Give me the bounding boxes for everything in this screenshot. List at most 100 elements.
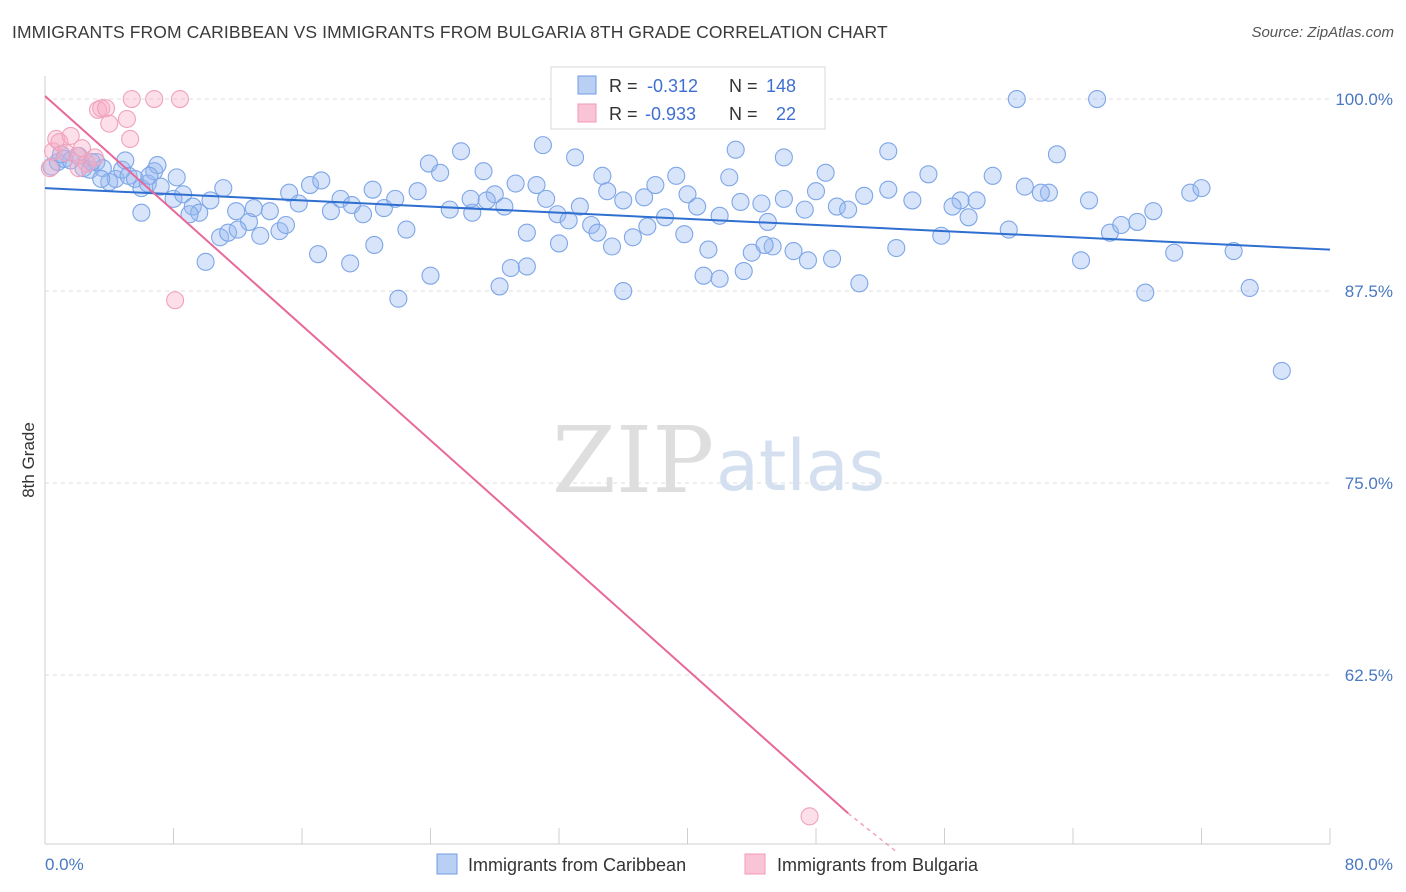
y-tick-label: 100.0% <box>1335 90 1393 109</box>
caribbean-point <box>341 254 360 273</box>
legend-n-value: 148 <box>766 76 796 96</box>
caribbean-point <box>967 191 986 210</box>
caribbean-point <box>1015 177 1034 196</box>
x-ticks <box>44 828 1331 844</box>
caribbean-point <box>1181 183 1200 202</box>
caribbean-point <box>678 185 697 204</box>
bulgaria-point <box>40 159 59 178</box>
caribbean-point <box>244 199 263 218</box>
caribbean-point <box>300 176 320 195</box>
bulgaria-point <box>92 99 111 118</box>
caribbean-point <box>451 142 471 161</box>
caribbean-point <box>506 174 525 193</box>
legend-row-caribbean: R = -0.312 N = 148 <box>577 75 796 96</box>
caribbean-point <box>495 197 514 216</box>
legend-r-value: -0.312 <box>647 76 698 96</box>
caribbean-point <box>816 163 835 182</box>
caribbean-point <box>490 277 509 296</box>
series-caribbean-points <box>42 89 1291 380</box>
caribbean-point <box>806 182 826 201</box>
caribbean-point <box>397 220 416 239</box>
caribbean-point <box>943 197 962 216</box>
caribbean-point <box>784 242 803 261</box>
caribbean-point <box>720 168 739 187</box>
caribbean-point <box>879 180 898 199</box>
caribbean-point <box>517 223 536 242</box>
x-tick-label-max: 80.0% <box>1345 855 1393 874</box>
caribbean-point <box>855 186 874 205</box>
caribbean-point <box>549 234 569 253</box>
caribbean-point <box>1088 89 1107 109</box>
caribbean-point <box>92 169 111 188</box>
caribbean-point <box>839 200 858 219</box>
bulgaria-point <box>96 99 116 118</box>
caribbean-point <box>675 225 694 244</box>
bulgaria-point <box>121 129 140 149</box>
caribbean-point <box>201 191 220 210</box>
bulgaria-point <box>170 89 189 109</box>
legend-swatch-blue <box>577 75 597 95</box>
bulgaria-point <box>69 159 88 178</box>
caribbean-point <box>795 200 814 219</box>
caribbean-point <box>228 220 247 239</box>
caribbean-point <box>389 289 408 308</box>
bulgaria-point <box>145 89 164 109</box>
caribbean-point <box>959 208 978 227</box>
legend-n-label: N = <box>729 76 758 96</box>
bulgaria-trend-line <box>44 95 849 815</box>
caribbean-point <box>1031 183 1050 202</box>
caribbean-point <box>614 191 633 210</box>
legend-box <box>550 66 826 130</box>
caribbean-point <box>1136 283 1155 302</box>
caribbean-point <box>999 220 1018 239</box>
caribbean-point <box>260 202 279 221</box>
caribbean-point <box>440 200 459 219</box>
caribbean-point <box>501 258 520 278</box>
caribbean-point <box>527 176 546 195</box>
caribbean-point <box>827 197 846 216</box>
bulgaria-point <box>85 148 104 167</box>
caribbean-point <box>1112 215 1131 235</box>
caribbean-point <box>190 203 209 222</box>
caribbean-trend-line <box>44 187 1331 251</box>
caribbean-point <box>602 237 622 256</box>
watermark: ZIP atlas <box>552 407 885 514</box>
caribbean-point <box>1144 202 1163 221</box>
caribbean-point <box>461 189 480 208</box>
legend-swatch-bulgaria <box>744 853 766 875</box>
caribbean-point <box>919 165 938 184</box>
legend-n-label: N = <box>729 104 758 124</box>
caribbean-point <box>227 202 246 221</box>
caribbean-point <box>850 274 869 293</box>
legend-row-bulgaria: R = -0.933 N = 22 <box>577 103 796 124</box>
legend-r-label: R = <box>609 104 638 124</box>
caribbean-point <box>823 249 842 268</box>
caribbean-point <box>635 188 654 207</box>
caribbean-point <box>983 166 1002 185</box>
caribbean-point <box>132 203 151 222</box>
caribbean-point <box>710 206 729 225</box>
caribbean-point <box>688 197 707 216</box>
caribbean-point <box>598 182 617 201</box>
caribbean-point <box>180 205 199 224</box>
caribbean-point <box>251 226 270 245</box>
caribbean-point <box>752 194 771 213</box>
caribbean-point <box>477 191 496 210</box>
caribbean-point <box>623 228 642 247</box>
caribbean-point <box>774 148 793 167</box>
correlation-legend: R = -0.312 N = 148 R = -0.933 N = 22 <box>550 66 826 130</box>
caribbean-point <box>196 252 215 271</box>
caribbean-point <box>167 168 186 187</box>
y-tick-label: 75.0% <box>1345 474 1393 493</box>
caribbean-point <box>646 176 665 195</box>
bulgaria-point <box>800 807 819 826</box>
caribbean-point <box>1272 361 1291 380</box>
caribbean-point <box>309 245 328 264</box>
legend-label-bulgaria: Immigrants from Bulgaria <box>777 855 979 875</box>
caribbean-point <box>1192 179 1211 198</box>
legend-r-label: R = <box>609 76 638 96</box>
caribbean-point <box>365 235 384 255</box>
caribbean-point <box>614 281 633 301</box>
caribbean-point <box>548 205 567 224</box>
